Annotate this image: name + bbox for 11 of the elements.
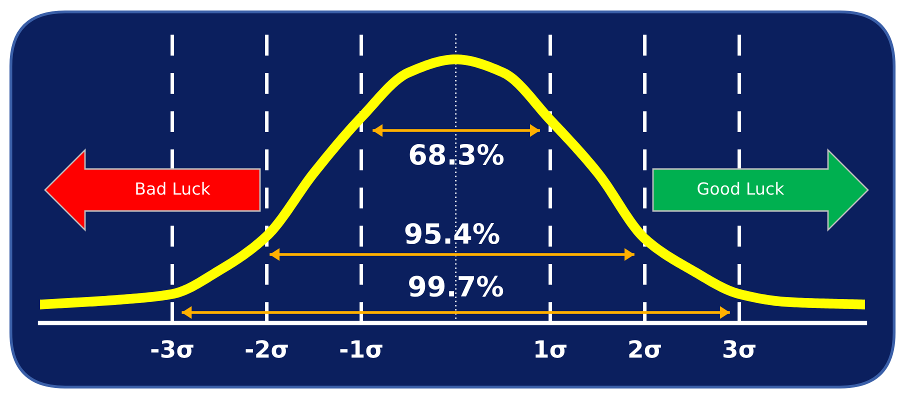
x-tick-label: -3σ (151, 340, 194, 358)
annotation: Bad Luck (136, 182, 210, 195)
x-tick-label: 3σ (723, 340, 756, 358)
annotation: 99.7% (409, 276, 504, 297)
annotation: 68.3% (410, 144, 504, 165)
annotation: 95.4% (405, 223, 500, 244)
x-tick-label: 1σ (536, 340, 566, 358)
x-tick-label: 2σ (629, 340, 661, 358)
x-tick-label: -1σ (340, 340, 382, 358)
x-tick-label: -2σ (246, 340, 288, 358)
annotation: Good Luck (698, 182, 784, 195)
